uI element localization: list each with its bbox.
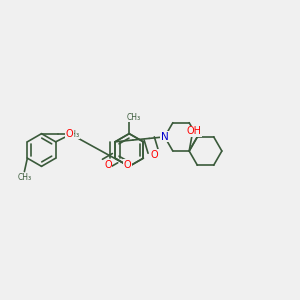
- Text: O: O: [104, 160, 112, 170]
- Text: O: O: [66, 129, 74, 139]
- Text: N: N: [161, 132, 169, 142]
- Text: CH₃: CH₃: [127, 113, 141, 122]
- Text: CH₃: CH₃: [17, 173, 32, 182]
- Text: OH: OH: [186, 126, 201, 136]
- Text: O: O: [151, 150, 158, 160]
- Text: CH₃: CH₃: [66, 130, 80, 139]
- Text: O: O: [124, 160, 131, 170]
